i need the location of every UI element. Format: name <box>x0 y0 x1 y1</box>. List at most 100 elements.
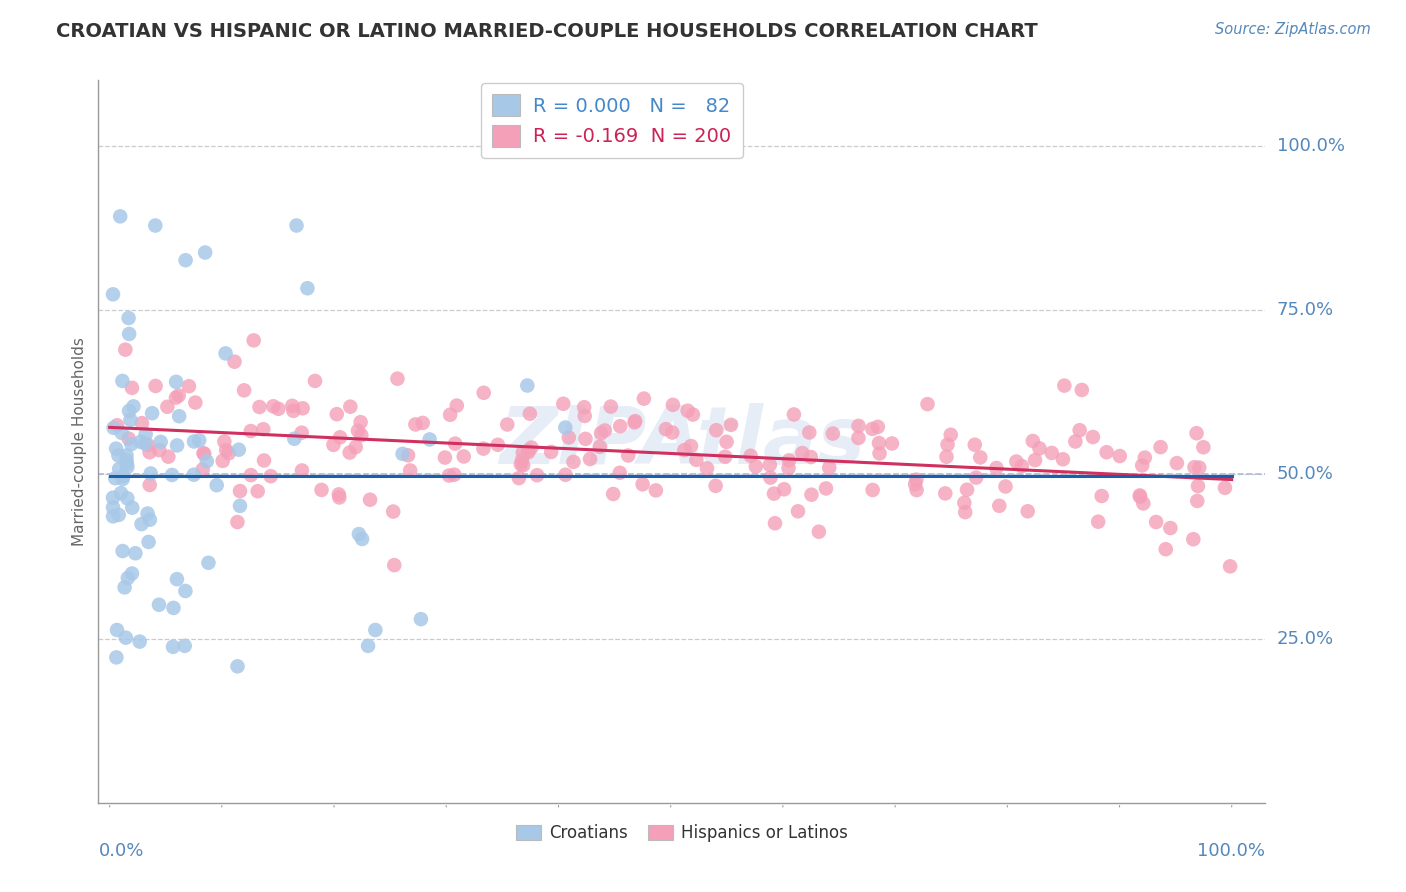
Point <box>328 487 350 501</box>
Point <box>117 571 139 585</box>
Point <box>114 580 136 594</box>
Point <box>740 449 762 463</box>
Point <box>339 400 361 414</box>
Point <box>347 527 370 541</box>
Text: Source: ZipAtlas.com: Source: ZipAtlas.com <box>1215 22 1371 37</box>
Point <box>115 449 138 463</box>
Point <box>412 416 434 430</box>
Point <box>252 422 274 436</box>
Point <box>134 436 156 450</box>
Point <box>778 453 800 467</box>
Point <box>101 491 124 505</box>
Point <box>101 509 124 524</box>
Point <box>193 446 215 460</box>
Text: 50.0%: 50.0% <box>1277 466 1333 483</box>
Point <box>762 486 785 500</box>
Point <box>1022 434 1045 448</box>
Point <box>848 431 870 445</box>
Point <box>1154 542 1177 557</box>
Point <box>745 459 768 474</box>
Text: 100.0%: 100.0% <box>1277 137 1344 155</box>
Point <box>821 426 844 441</box>
Point <box>120 413 142 427</box>
Point <box>344 440 367 454</box>
Point <box>229 484 252 499</box>
Point <box>215 443 238 458</box>
Point <box>138 478 160 492</box>
Point <box>149 434 172 449</box>
Point <box>253 453 276 467</box>
Point <box>554 420 576 434</box>
Point <box>131 416 153 430</box>
Point <box>117 311 139 326</box>
Point <box>1219 559 1241 574</box>
Point <box>262 399 284 413</box>
Text: 25.0%: 25.0% <box>1277 630 1334 648</box>
Point <box>917 397 939 411</box>
Point <box>720 417 742 432</box>
Y-axis label: Married-couple Households: Married-couple Households <box>72 337 87 546</box>
Text: 75.0%: 75.0% <box>1277 301 1334 319</box>
Point <box>118 404 141 418</box>
Point <box>267 401 290 416</box>
Point <box>115 453 138 467</box>
Point <box>183 467 205 482</box>
Point <box>516 378 538 392</box>
Text: 100.0%: 100.0% <box>1198 842 1265 860</box>
Point <box>1159 521 1181 535</box>
Point <box>433 450 456 465</box>
Point <box>1149 440 1171 454</box>
Point <box>135 427 157 442</box>
Point <box>1166 456 1188 470</box>
Point <box>111 544 134 558</box>
Point <box>1192 440 1215 454</box>
Point <box>118 326 141 341</box>
Point <box>139 467 162 481</box>
Point <box>136 507 159 521</box>
Point <box>1087 515 1109 529</box>
Point <box>704 479 727 493</box>
Point <box>704 423 727 437</box>
Point <box>807 524 830 539</box>
Point <box>382 504 405 518</box>
Point <box>166 572 188 586</box>
Point <box>509 458 531 472</box>
Point <box>103 421 125 435</box>
Point <box>1028 442 1050 456</box>
Point <box>994 479 1017 493</box>
Point <box>1081 430 1104 444</box>
Point <box>939 427 962 442</box>
Point <box>194 245 217 260</box>
Point <box>934 486 956 500</box>
Point <box>716 434 738 449</box>
Point <box>111 472 134 486</box>
Point <box>792 446 814 460</box>
Point <box>328 491 350 505</box>
Point <box>138 445 160 459</box>
Point <box>800 450 823 464</box>
Point <box>1064 434 1087 449</box>
Point <box>177 379 200 393</box>
Text: CROATIAN VS HISPANIC OR LATINO MARRIED-COUPLE HOUSEHOLDS CORRELATION CHART: CROATIAN VS HISPANIC OR LATINO MARRIED-C… <box>56 22 1038 41</box>
Point <box>239 468 262 483</box>
Point <box>382 558 405 573</box>
Point <box>818 460 841 475</box>
Point <box>520 441 543 455</box>
Point <box>285 219 308 233</box>
Point <box>655 422 678 436</box>
Point <box>107 449 129 463</box>
Point <box>905 473 928 487</box>
Point <box>148 443 170 458</box>
Point <box>486 438 509 452</box>
Point <box>453 450 475 464</box>
Point <box>443 467 465 482</box>
Point <box>609 419 631 434</box>
Point <box>1182 533 1205 547</box>
Point <box>228 442 250 457</box>
Point <box>574 409 596 423</box>
Point <box>848 418 870 433</box>
Point <box>118 432 141 446</box>
Point <box>446 399 468 413</box>
Point <box>167 409 190 424</box>
Point <box>1144 515 1167 529</box>
